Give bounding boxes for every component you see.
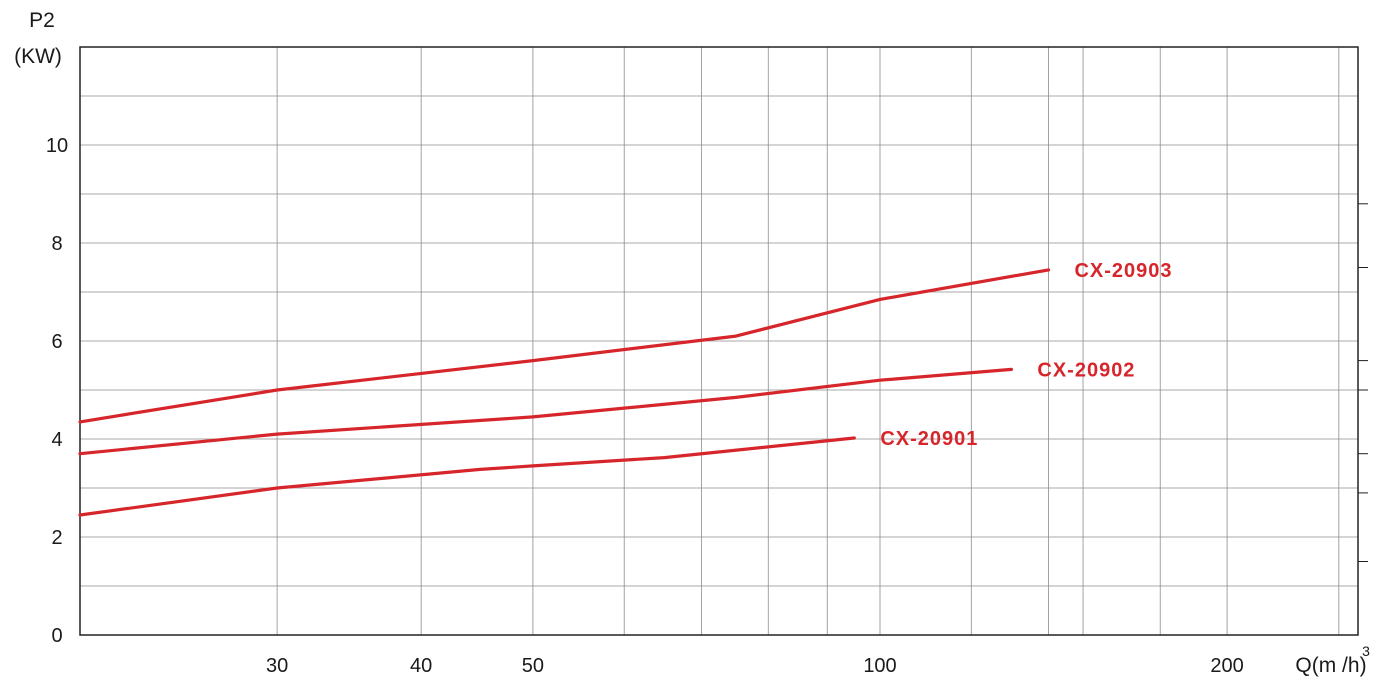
x-tick-label: 100	[863, 655, 896, 677]
series-label: CX-20903	[1074, 260, 1172, 282]
x-tick-label: 30	[266, 655, 288, 677]
series-line	[78, 436, 856, 517]
series-layer: CX-20903 CX-20902 CX-20901	[78, 260, 1172, 517]
y-axis-title-line2: (KW)	[14, 45, 62, 68]
y-tick-label: 8	[51, 233, 62, 255]
series-line	[78, 367, 1013, 456]
series-line	[78, 268, 1051, 424]
y-axis-ticks: 0 2 4 6 8 10	[46, 135, 68, 647]
x-tick-label: 200	[1210, 655, 1243, 677]
grid	[80, 47, 1358, 635]
y-axis-title-line1: P2	[29, 9, 55, 32]
y-tick-label: 2	[51, 527, 62, 549]
series-label: CX-20902	[1037, 359, 1135, 381]
x-tick-label: 40	[410, 655, 432, 677]
y-tick-label: 0	[51, 625, 62, 647]
x-axis-ticks: 30 40 50 100 200	[266, 655, 1244, 677]
x-tick-label: 50	[522, 655, 544, 677]
x-axis-title: Q(m /h)	[1295, 654, 1366, 677]
right-axis-ticks	[1358, 203, 1368, 562]
series-label: CX-20901	[880, 428, 978, 450]
y-tick-label: 10	[46, 135, 68, 157]
x-axis-title-superscript: 3	[1362, 643, 1370, 659]
y-tick-label: 6	[51, 331, 62, 353]
plot-frame	[79, 46, 1359, 636]
y-tick-label: 4	[51, 429, 62, 451]
